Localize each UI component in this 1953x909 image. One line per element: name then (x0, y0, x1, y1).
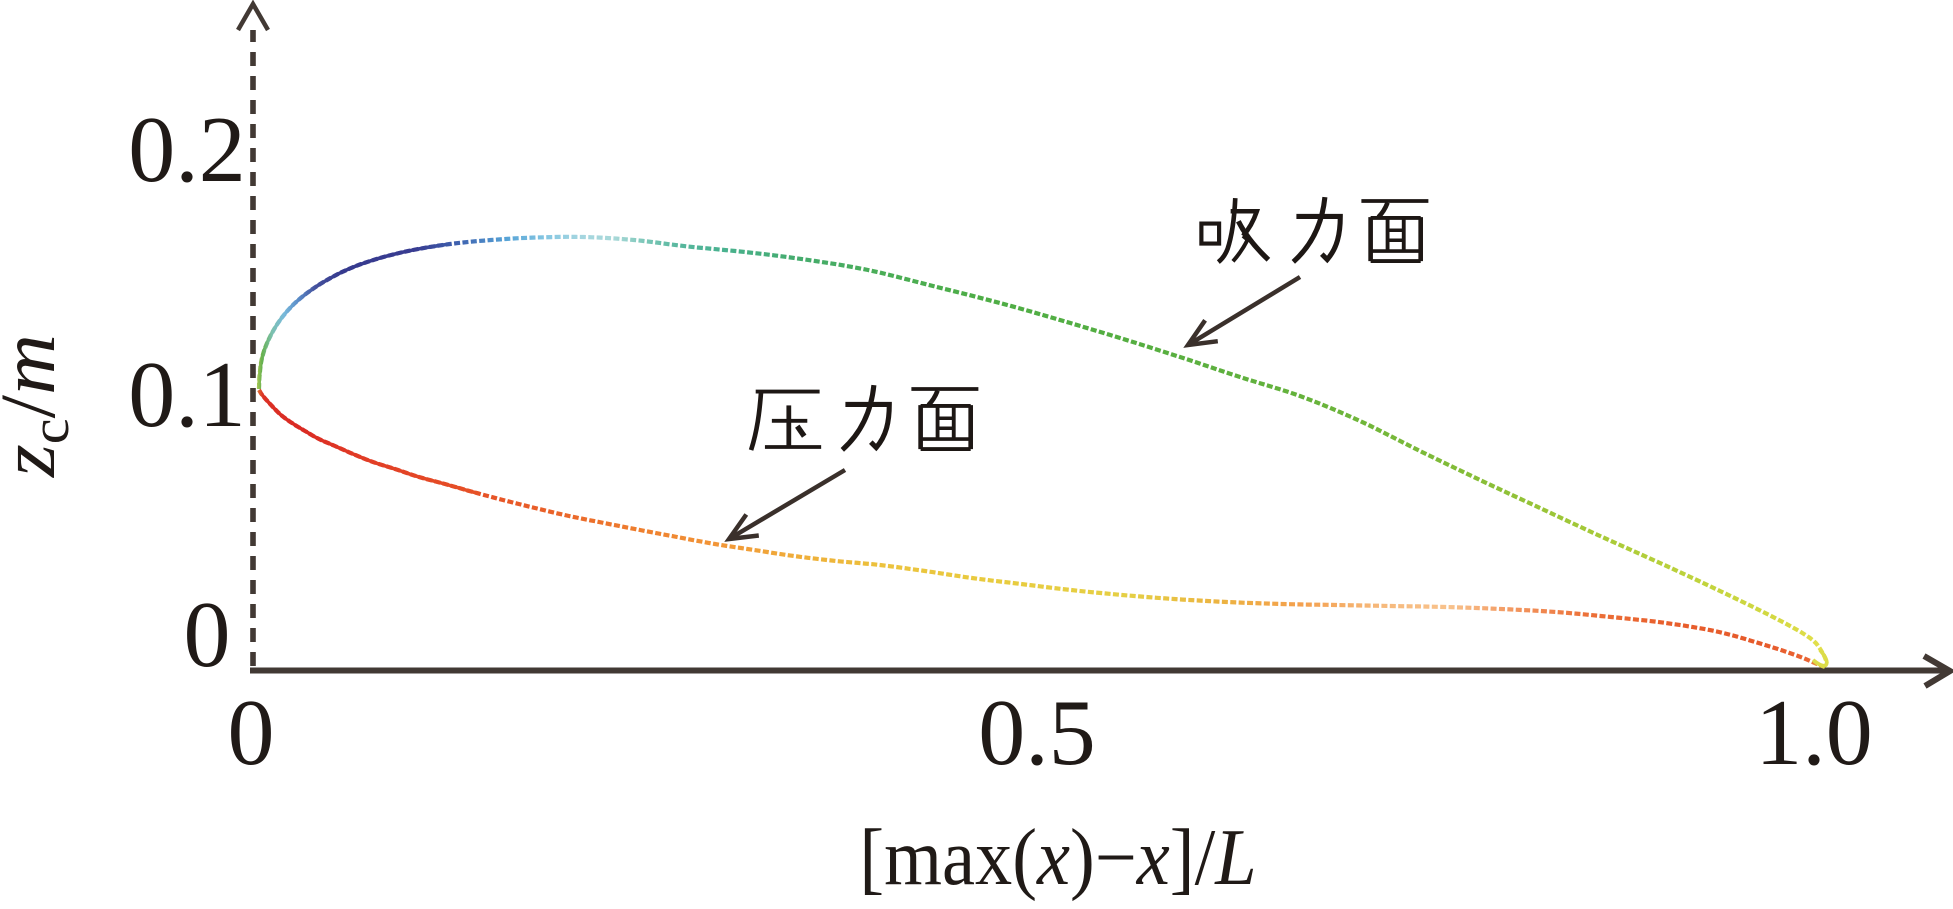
svg-text:0: 0 (184, 583, 231, 687)
svg-text:zc/m: zc/m (0, 334, 80, 478)
svg-text:0.2: 0.2 (128, 98, 246, 202)
svg-text:0.1: 0.1 (128, 343, 246, 447)
svg-text:[max(x)−x]/L: [max(x)−x]/L (859, 813, 1256, 902)
svg-text:1.0: 1.0 (1755, 681, 1873, 785)
svg-text:0: 0 (228, 681, 275, 785)
svg-text:0.5: 0.5 (978, 681, 1096, 785)
